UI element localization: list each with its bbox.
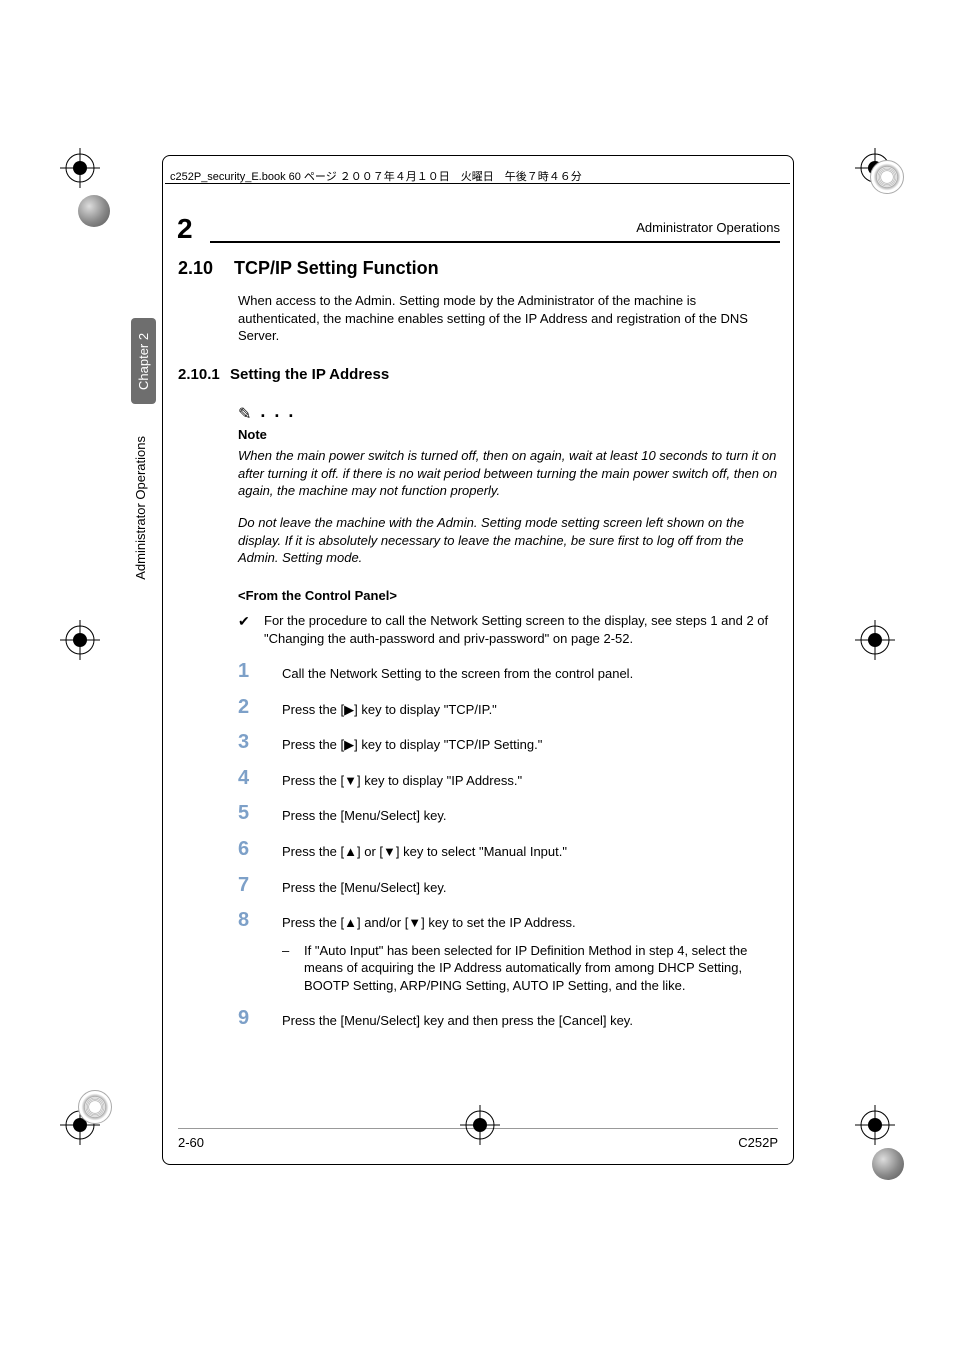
step-number: 6: [238, 839, 282, 859]
chapter-side-tab: Chapter 2: [131, 318, 156, 404]
step-8-sub-text: If "Auto Input" has been selected for IP…: [304, 942, 778, 995]
heading-2-number: 2.10: [178, 256, 234, 280]
note-label: Note: [238, 426, 778, 444]
dash-icon: –: [282, 942, 304, 995]
heading-3-title: Setting the IP Address: [230, 366, 389, 383]
intro-paragraph: When access to the Admin. Setting mode b…: [238, 292, 778, 345]
step-2: 2 Press the [▶] key to display "TCP/IP.": [238, 697, 778, 719]
corner-ring-icon: [78, 1090, 112, 1124]
step-text: Press the [▲] and/or [▼] key to set the …: [282, 910, 576, 932]
step-text: Press the [▼] key to display "IP Address…: [282, 768, 522, 790]
step-number: 1: [238, 661, 282, 681]
step-number: 3: [238, 732, 282, 752]
step-text: Press the [Menu/Select] key and then pre…: [282, 1008, 633, 1030]
step-9: 9 Press the [Menu/Select] key and then p…: [238, 1008, 778, 1030]
crop-mark-icon: [855, 620, 895, 660]
prerequisite-text: For the procedure to call the Network Se…: [264, 612, 778, 647]
step-6: 6 Press the [▲] or [▼] key to select "Ma…: [238, 839, 778, 861]
content-area: 2.10TCP/IP Setting Function When access …: [178, 256, 778, 1030]
step-text: Press the [Menu/Select] key.: [282, 803, 447, 825]
check-icon: ✔: [238, 612, 264, 647]
section-side-label: Administrator Operations: [133, 436, 148, 580]
step-text: Press the [▶] key to display "TCP/IP.": [282, 697, 497, 719]
heading-3: 2.10.1Setting the IP Address: [178, 365, 778, 385]
step-3: 3 Press the [▶] key to display "TCP/IP S…: [238, 732, 778, 754]
chapter-number: 2: [177, 213, 193, 245]
step-number: 5: [238, 803, 282, 823]
note-icon-row: ✎ . . .: [238, 399, 778, 424]
dots-icon: . . .: [253, 401, 295, 421]
corner-dot-icon: [872, 1148, 904, 1180]
corner-dot-icon: [78, 195, 110, 227]
crop-mark-icon: [60, 620, 100, 660]
step-5: 5 Press the [Menu/Select] key.: [238, 803, 778, 825]
step-number: 8: [238, 910, 282, 930]
step-7: 7 Press the [Menu/Select] key.: [238, 875, 778, 897]
header-rule: [165, 183, 790, 184]
step-8: 8 Press the [▲] and/or [▼] key to set th…: [238, 910, 778, 932]
crop-mark-icon: [460, 1105, 500, 1145]
book-header-line: c252P_security_E.book 60 ページ ２００７年４月１０日 …: [170, 168, 582, 184]
running-head: Administrator Operations: [210, 220, 780, 243]
model-number: C252P: [738, 1135, 778, 1150]
step-text: Press the [▶] key to display "TCP/IP Set…: [282, 732, 542, 754]
sub-heading: <From the Control Panel>: [238, 587, 778, 605]
step-text: Call the Network Setting to the screen f…: [282, 661, 633, 683]
step-1: 1 Call the Network Setting to the screen…: [238, 661, 778, 683]
step-4: 4 Press the [▼] key to display "IP Addre…: [238, 768, 778, 790]
step-text: Press the [Menu/Select] key.: [282, 875, 447, 897]
note-body-2: Do not leave the machine with the Admin.…: [238, 514, 778, 567]
prerequisite-row: ✔ For the procedure to call the Network …: [238, 612, 778, 647]
corner-ring-icon: [870, 160, 904, 194]
step-number: 2: [238, 697, 282, 717]
page-number: 2-60: [178, 1135, 204, 1150]
crop-mark-icon: [855, 1105, 895, 1145]
heading-2-title: TCP/IP Setting Function: [234, 258, 439, 278]
crop-mark-icon: [60, 148, 100, 188]
hand-icon: ✎: [238, 404, 253, 426]
heading-3-number: 2.10.1: [178, 365, 230, 385]
step-number: 7: [238, 875, 282, 895]
heading-2: 2.10TCP/IP Setting Function: [178, 256, 778, 280]
step-text: Press the [▲] or [▼] key to select "Manu…: [282, 839, 567, 861]
step-8-sub: – If "Auto Input" has been selected for …: [282, 942, 778, 995]
note-body-1: When the main power switch is turned off…: [238, 447, 778, 500]
step-number: 4: [238, 768, 282, 788]
step-number: 9: [238, 1008, 282, 1028]
